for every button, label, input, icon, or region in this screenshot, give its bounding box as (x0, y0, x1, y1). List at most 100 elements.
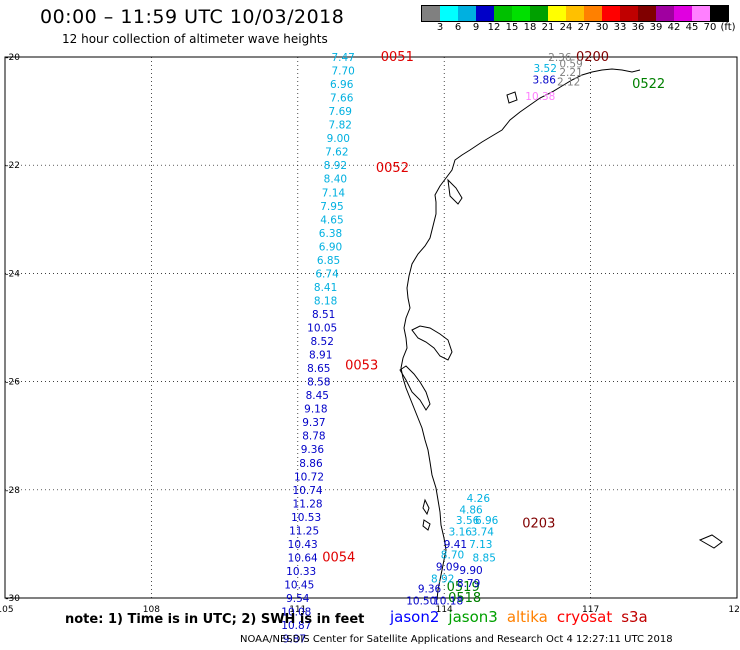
legend-label: 15 (505, 22, 519, 33)
wave-height-value: 7.69 (329, 106, 352, 118)
wave-height-value: 10.45 (284, 579, 314, 591)
wave-height-value: 9.87 (283, 634, 306, 646)
wave-height-value: 4.26 (467, 493, 491, 505)
wave-height-value: 8.65 (307, 363, 330, 375)
island-2 (422, 498, 430, 516)
wave-height-value: 8.45 (306, 390, 329, 402)
wave-height-value: 10.43 (288, 539, 318, 551)
wave-height-value: 7.95 (320, 201, 343, 213)
wave-height-value: 9.37 (302, 417, 325, 429)
legend-label: 27 (577, 22, 591, 33)
y-tick-label: -24 (5, 269, 20, 279)
satellite-label-jason2: jason2 (390, 608, 440, 626)
legend-label: 21 (541, 22, 555, 33)
island-4 (698, 534, 723, 549)
legend-label: 45 (685, 22, 699, 33)
color-legend-labels: 3 6 9 12 15 18 21 24 27 30 33 36 39 42 45 70 (ft) (421, 22, 740, 34)
wave-height-value: 9.36 (301, 444, 325, 456)
coastline-cape (447, 178, 463, 205)
wave-height-value: 3.56 (456, 515, 480, 527)
x-tick-label: 117 (582, 605, 599, 615)
legend-label: (ft) (720, 22, 736, 33)
island-3 (422, 519, 431, 531)
wave-height-value: 7.82 (329, 120, 352, 132)
wave-height-value: 3.74 (471, 526, 495, 538)
x-tick-label: 111 (289, 605, 306, 615)
legend-label: 9 (472, 22, 480, 33)
wave-height-value: 10.38 (525, 91, 555, 103)
wave-height-value: 10.18 (433, 596, 463, 608)
wave-height-value: 10.74 (293, 485, 323, 497)
legend-swatch (458, 6, 476, 21)
wave-height-value: 7.70 (331, 66, 354, 78)
y-tick-label: -28 (5, 486, 20, 496)
wave-height-value: 10.72 (294, 471, 324, 483)
pass-label: 0200 (576, 50, 609, 65)
wave-height-value: 10.33 (286, 566, 316, 578)
wave-height-value: 10.08 (281, 607, 311, 619)
wave-height-value: 6.38 (319, 228, 342, 240)
satellite-label-s3a: s3a (621, 608, 648, 626)
legend-swatch (422, 6, 440, 21)
footer-credit: NOAA/NESDIS Center for Satellite Applica… (240, 634, 673, 645)
coastline-gulf (411, 325, 453, 361)
legend-label: 70 (703, 22, 717, 33)
legend-swatch (548, 6, 566, 21)
legend-swatch (674, 6, 692, 21)
legend-swatch (620, 6, 638, 21)
wave-height-value: 10.64 (288, 552, 318, 564)
legend-swatch (656, 6, 674, 21)
wave-height-value: 8.58 (307, 377, 330, 389)
legend-swatch (584, 6, 602, 21)
legend-label: 39 (649, 22, 663, 33)
wave-height-value: 4.86 (459, 504, 483, 516)
lat-lon-grid (4, 56, 738, 599)
wave-height-value: 11.28 (293, 498, 323, 510)
legend-swatch (494, 6, 512, 21)
wave-height-value: 4.65 (320, 214, 343, 226)
wave-height-value: 10.05 (307, 323, 337, 335)
legend-swatch (440, 6, 458, 21)
wave-height-value: 8.78 (302, 431, 325, 443)
pass-label: 0052 (376, 161, 409, 176)
coastline (399, 68, 723, 601)
wave-height-value: 11.25 (289, 525, 319, 537)
wave-height-value: 8.41 (314, 282, 337, 294)
wave-height-value: 2.12 (557, 76, 580, 88)
legend-label: 3 (436, 22, 444, 33)
wave-height-value: 7.62 (325, 147, 348, 159)
note-text: note: 1) Time is in UTC; 2) SWH is in fe… (65, 612, 365, 627)
legend-swatch (692, 6, 710, 21)
y-tick-label: -22 (5, 161, 20, 171)
map-frame (4, 56, 738, 599)
pass-label: 0203 (522, 516, 555, 531)
wave-height-value: 2.36 (548, 52, 572, 64)
wave-height-value: 8.51 (312, 309, 335, 321)
wave-height-value: 3.52 (534, 63, 557, 75)
wave-height-value: 8.86 (299, 458, 323, 470)
wave-height-value: 6.96 (330, 79, 354, 91)
satellite-legend: jason2 jason3 altika cryosat s3a (390, 608, 657, 626)
color-legend (421, 5, 729, 22)
coastline-mainland (400, 68, 641, 601)
legend-label: 30 (595, 22, 609, 33)
legend-label: 18 (523, 22, 537, 33)
wave-height-value: 8.85 (473, 552, 496, 564)
wave-height-value: 3.16 (449, 526, 473, 538)
wave-height-value: 9.09 (436, 562, 459, 574)
wave-height-value: 0.59 (559, 58, 582, 70)
satellite-label-jason3: jason3 (448, 608, 498, 626)
wave-height-value: 7.13 (469, 539, 492, 551)
wave-height-value: 6.90 (319, 241, 342, 253)
wave-height-value: 6.85 (317, 255, 340, 267)
wave-height-value: 7.66 (330, 93, 354, 105)
island-1 (506, 91, 518, 104)
x-tick-label: 114 (436, 605, 453, 615)
wave-height-value: 8.79 (457, 578, 480, 590)
wave-height-value: 6.96 (475, 515, 499, 527)
wave-height-value: 9.18 (304, 404, 327, 416)
y-tick-label: -30 (5, 594, 20, 604)
legend-swatch (512, 6, 530, 21)
satellite-label-altika: altika (506, 608, 548, 626)
